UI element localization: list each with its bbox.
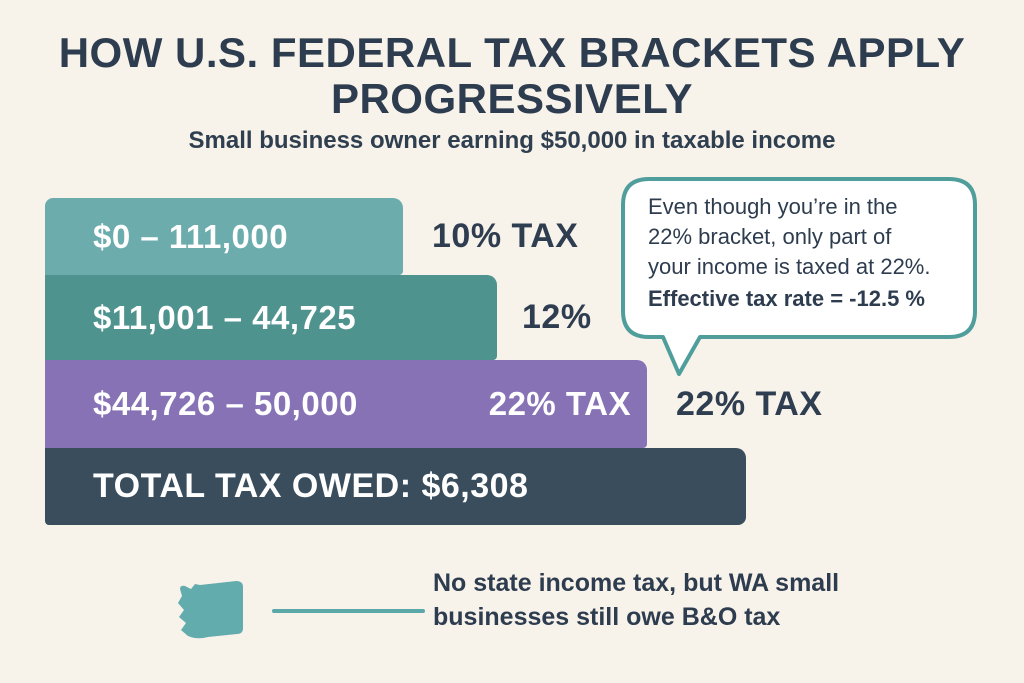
- bracket-range-label: $11,001 – 44,725: [93, 298, 357, 336]
- callout-line3: your income is taxed at 22%.: [648, 254, 931, 280]
- speech-bubble-outline: [621, 177, 977, 376]
- page-subtitle: Small business owner earning $50,000 in …: [188, 127, 836, 154]
- page-title: HOW U.S. FEDERAL TAX BRACKETS APPLY PROG…: [0, 29, 1024, 123]
- rate-label-22pct-inside: 22% TAX: [488, 385, 631, 422]
- page-title-line1: HOW U.S. FEDERAL TAX BRACKETS APPLY: [58, 29, 966, 76]
- rate-label-10pct: 10% TAX: [432, 217, 579, 255]
- callout-text: Even though you’re in the 22% bracket, o…: [648, 192, 960, 315]
- bracket-range-label: $0 – 111,000: [93, 217, 289, 255]
- total-tax-label: TOTAL TAX OWED: $6,308: [93, 467, 529, 505]
- total-tax-bar: TOTAL TAX OWED: $6,308: [45, 448, 746, 525]
- bracket-bar-10pct: $0 – 111,000: [45, 198, 403, 275]
- footnote-line2: businesses still owe B&O tax: [433, 603, 781, 631]
- callout-line1: Even though you’re in the: [648, 194, 898, 219]
- footnote-connector-line: [272, 609, 425, 613]
- effective-tax-rate-line: Effective tax rate = -12.5 %: [648, 286, 925, 312]
- rate-label-22pct-outside: 22% TAX: [676, 384, 823, 423]
- bracket-bar-22pct: $44,726 – 50,000 22% TAX: [45, 360, 647, 448]
- callout-line2: 22% bracket, only part of: [648, 224, 892, 250]
- rate-label-12pct: 12%: [522, 298, 592, 336]
- footnote-line1: No state income tax, but WA small: [433, 569, 840, 597]
- bracket-bar-12pct: $11,001 – 44,725: [45, 275, 497, 360]
- bracket-range-label: $44,726 – 50,000: [93, 385, 358, 422]
- page-title-line2: PROGRESSIVELY: [330, 75, 694, 123]
- footnote-text: No state income tax, but WA small busine…: [433, 566, 873, 634]
- washington-state-icon: [178, 581, 243, 639]
